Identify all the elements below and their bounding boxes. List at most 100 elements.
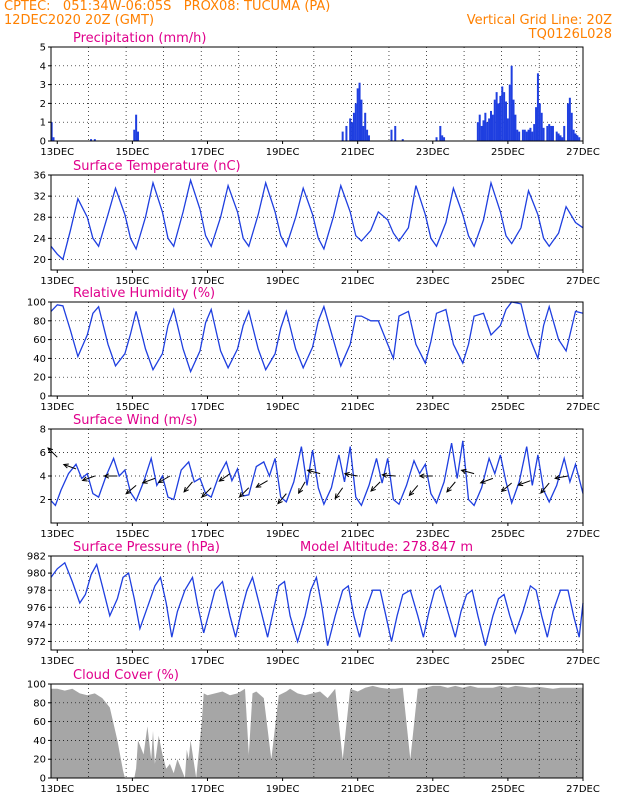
- panel-title: Relative Humidity (%): [73, 286, 215, 301]
- y-tick-label: 28: [33, 213, 46, 224]
- precip-bar: [351, 122, 354, 141]
- y-tick-label: 6: [40, 448, 46, 459]
- wind-arrow: [446, 481, 456, 493]
- x-tick-label: 21DEC: [341, 147, 375, 158]
- wind-arrow-head: [141, 478, 148, 484]
- precip-bar: [518, 131, 521, 141]
- wind-arrow: [381, 472, 396, 478]
- panel-temperature: [48, 174, 584, 273]
- wind-arrow: [343, 471, 358, 478]
- wind-arrow-shaft: [370, 481, 381, 492]
- wind-arrow: [334, 487, 344, 500]
- precip-bar: [401, 139, 404, 141]
- wind-arrow-head: [81, 476, 88, 482]
- wind-arrow-shaft: [183, 481, 193, 493]
- y-tick-label: 60: [33, 335, 46, 346]
- x-tick-label: 15DEC: [116, 656, 150, 667]
- wind-arrow-shaft: [480, 477, 494, 484]
- wind-arrow-shaft: [344, 473, 358, 477]
- precip-bar: [360, 99, 363, 141]
- panel-cloud: [48, 683, 584, 781]
- precip-bar: [561, 137, 564, 141]
- y-tick-label: 976: [27, 603, 46, 614]
- x-tick-label: 19DEC: [266, 147, 300, 158]
- x-tick-label: 17DEC: [191, 784, 225, 795]
- humidity-line: [50, 301, 584, 374]
- precip-bar: [533, 124, 536, 141]
- wind-arrow-shaft: [555, 475, 569, 479]
- wind-arrow-shaft: [540, 482, 550, 494]
- wind-arrow-shaft: [201, 487, 212, 498]
- y-tick-label: 24: [33, 234, 46, 245]
- x-tick-label: 25DEC: [491, 147, 525, 158]
- panel-title: Cloud Cover (%): [73, 668, 179, 683]
- y-tick-label: 980: [27, 569, 46, 580]
- y-tick-label: 40: [33, 736, 46, 747]
- x-tick-label: 17DEC: [191, 402, 225, 413]
- x-tick-label: 27DEC: [566, 656, 600, 667]
- panel-humidity: [48, 301, 584, 399]
- precip-bar: [90, 139, 93, 141]
- y-tick-label: 20: [33, 255, 46, 266]
- x-tick-label: 19DEC: [266, 784, 300, 795]
- wind-arrow: [157, 475, 171, 484]
- header-datetime: 12DEC2020 20Z (GMT): [4, 13, 155, 28]
- x-tick-label: 17DEC: [191, 656, 225, 667]
- precip-bar: [566, 103, 569, 141]
- precip-bar: [568, 97, 571, 141]
- wind-arrow-shaft: [501, 482, 512, 492]
- wind-arrow-head: [479, 478, 486, 484]
- precip-bar: [480, 125, 483, 141]
- y-tick-label: 0: [40, 774, 46, 785]
- y-tick-label: 80: [33, 316, 46, 327]
- x-tick-label: 13DEC: [40, 147, 74, 158]
- wind-arrow: [460, 468, 475, 475]
- wind-arrow: [370, 481, 381, 492]
- wind-arrow-head: [277, 498, 283, 505]
- precip-bar: [52, 137, 55, 141]
- panel-wind: [47, 428, 584, 526]
- wind-arrow: [125, 485, 137, 495]
- precip-bar: [574, 133, 577, 141]
- panel-frame: [50, 555, 584, 651]
- x-tick-label: 13DEC: [40, 784, 74, 795]
- precip-bar: [557, 133, 560, 141]
- x-tick-label: 23DEC: [416, 276, 450, 287]
- wind-arrow-head: [218, 476, 225, 482]
- x-tick-label: 17DEC: [191, 276, 225, 287]
- x-tick-label: 19DEC: [266, 276, 300, 287]
- x-tick-label: 21DEC: [341, 784, 375, 795]
- precip-bar: [476, 122, 479, 141]
- precip-bar: [439, 125, 442, 141]
- wind-arrow-head: [408, 490, 415, 497]
- precip-bar: [548, 124, 551, 141]
- wind-arrow-shaft: [382, 474, 396, 477]
- wind-arrow-head: [157, 478, 164, 484]
- wind-arrow-shaft: [142, 477, 156, 484]
- precip-bar: [491, 114, 494, 141]
- wind-arrow: [418, 473, 433, 479]
- wind-arrow-head: [381, 472, 388, 478]
- x-tick-label: 13DEC: [40, 656, 74, 667]
- y-tick-label: 40: [33, 354, 46, 365]
- wind-arrow: [298, 481, 306, 495]
- precip-bar: [535, 107, 538, 141]
- y-tick-label: 974: [27, 620, 46, 631]
- precip-bar: [521, 129, 524, 141]
- x-tick-label: 21DEC: [341, 529, 375, 540]
- wind-arrow-head: [343, 471, 350, 478]
- wind-arrow-shaft: [298, 481, 306, 494]
- precip-bar: [488, 118, 491, 141]
- wind-arrow-head: [370, 486, 376, 492]
- temperature-line: [50, 177, 584, 261]
- x-tick-label: 25DEC: [491, 402, 525, 413]
- x-tick-label: 15DEC: [116, 784, 150, 795]
- precip-bar: [493, 99, 496, 141]
- wind-arrow-head: [306, 468, 313, 474]
- y-tick-label: 982: [27, 552, 46, 563]
- wind-arrow-head: [62, 463, 69, 469]
- x-tick-label: 21DEC: [341, 402, 375, 413]
- precip-bar: [484, 112, 487, 141]
- panel-pressure: [48, 555, 584, 653]
- precip-bar: [523, 129, 526, 141]
